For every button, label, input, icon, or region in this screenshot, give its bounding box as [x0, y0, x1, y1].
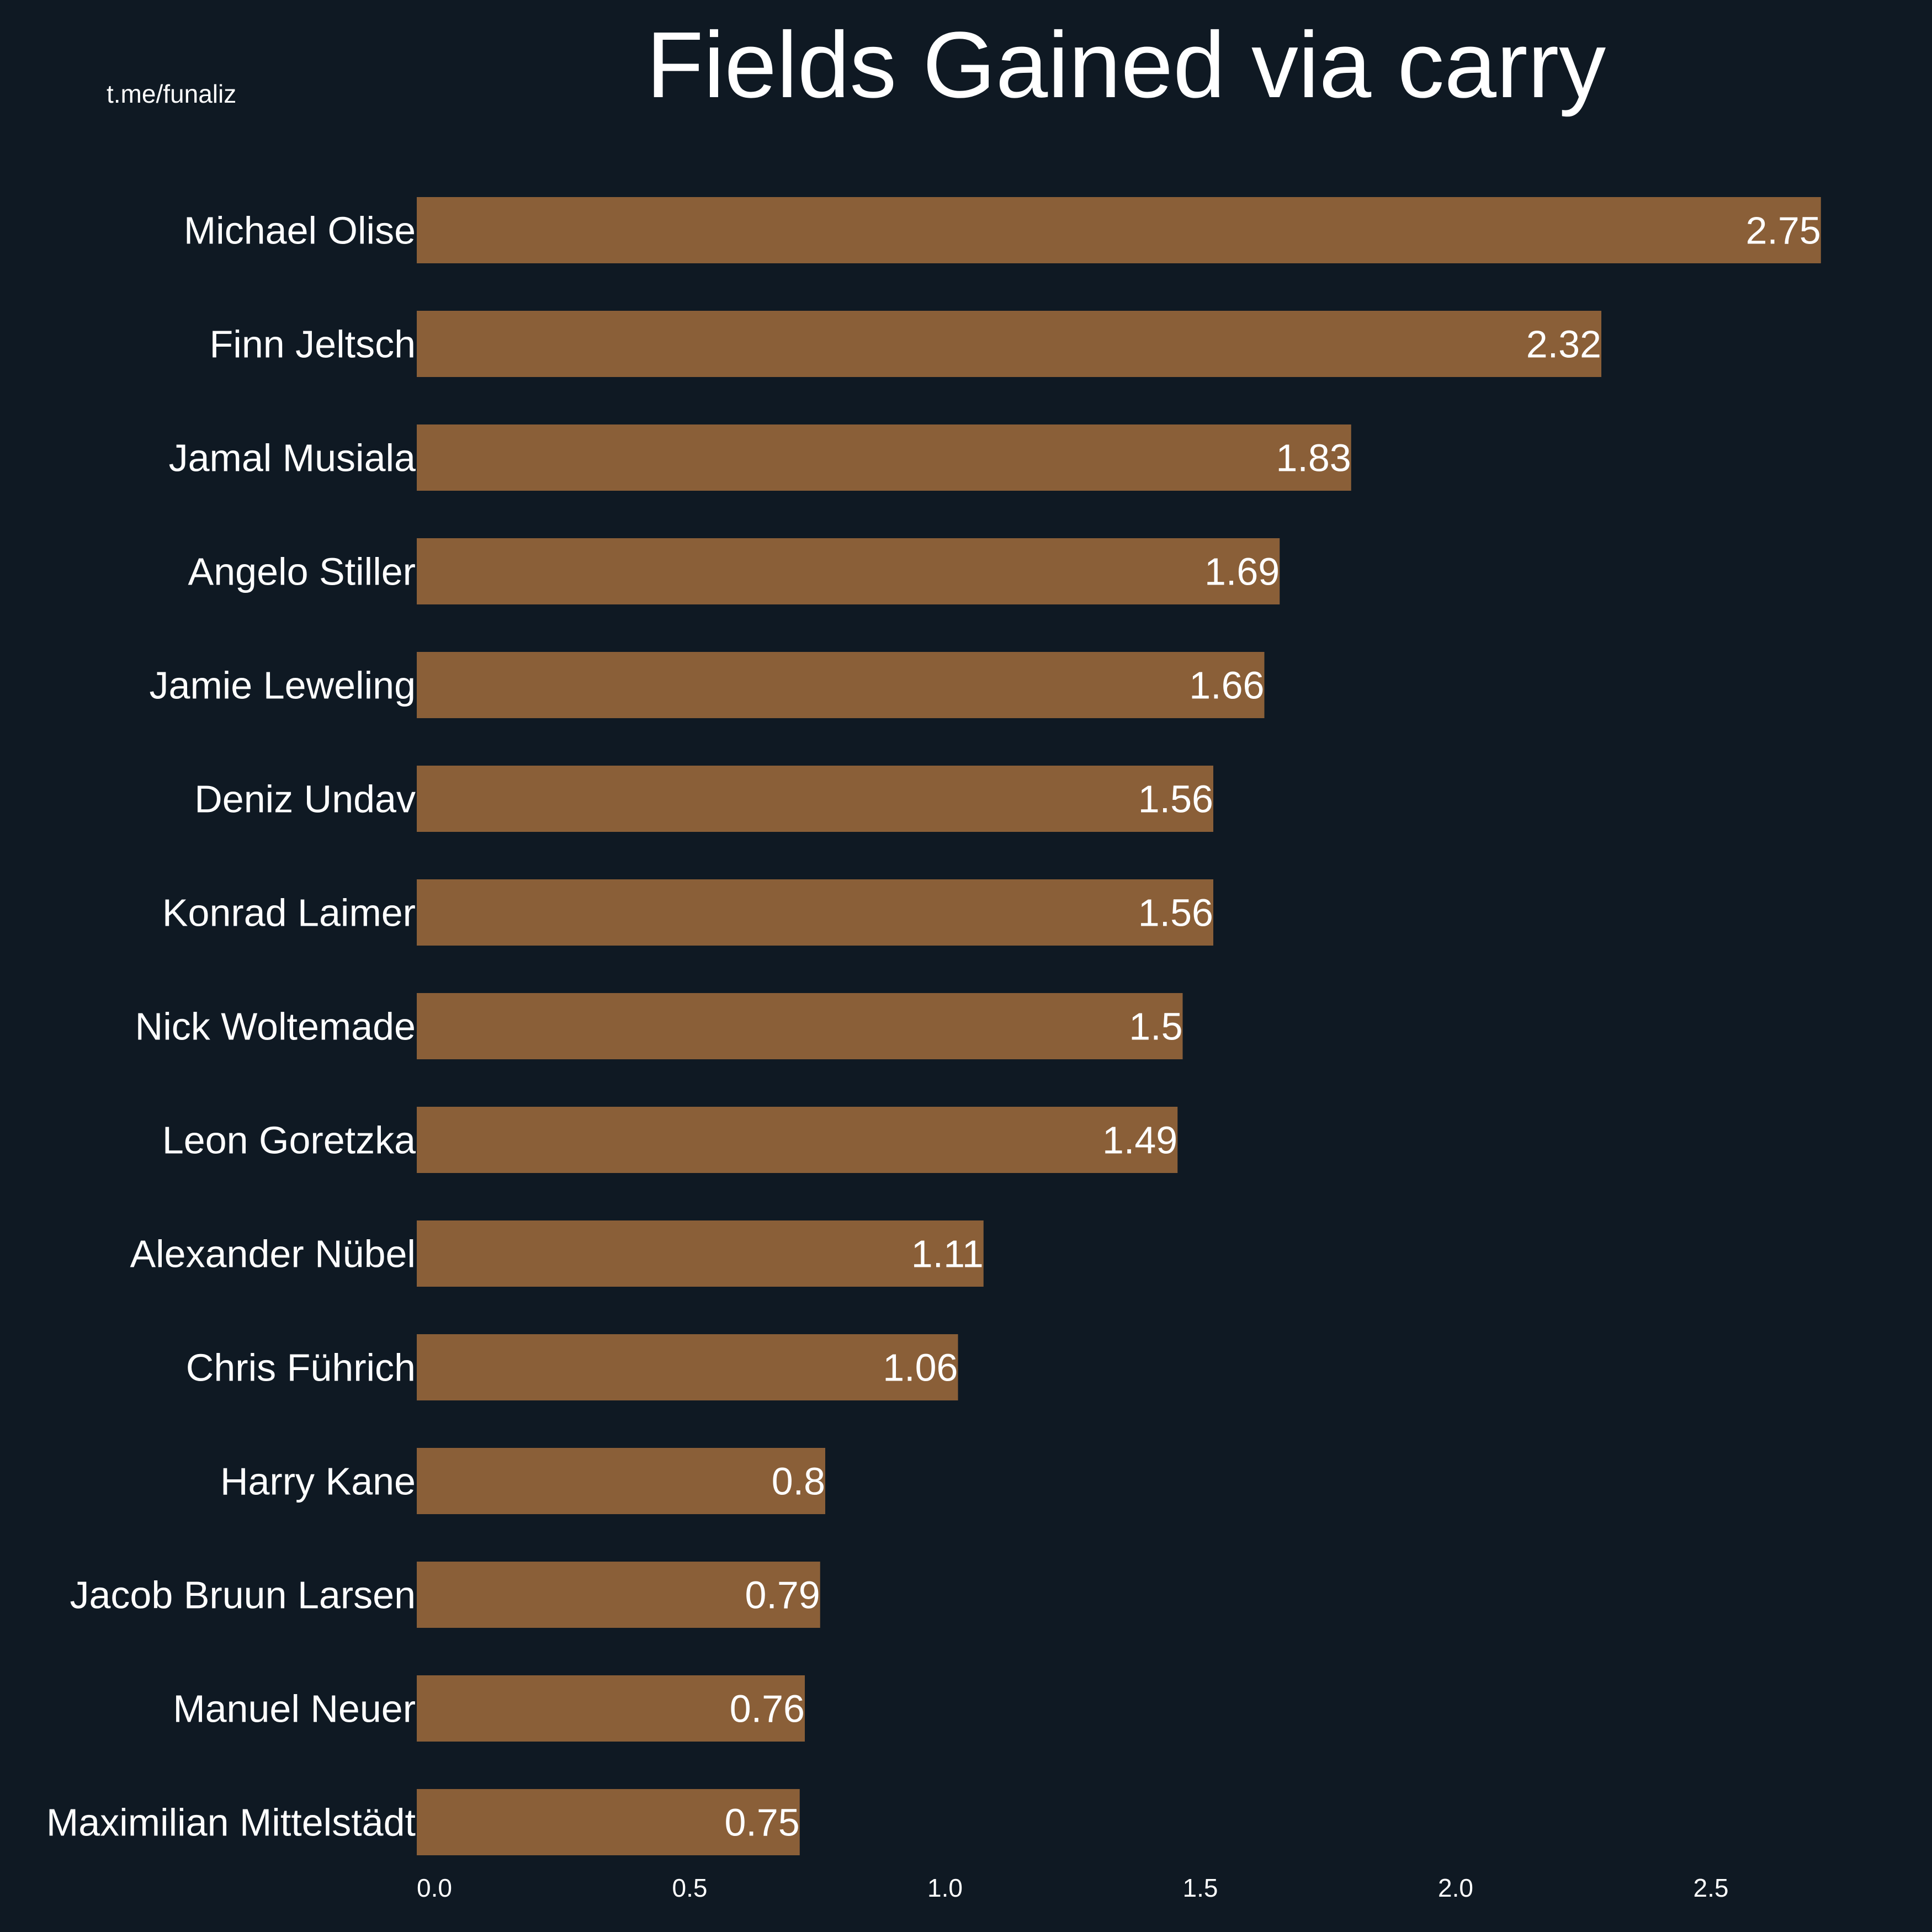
category-label-4: Jamie Leweling: [150, 664, 416, 707]
value-label-12: 0.79: [745, 1574, 820, 1617]
value-label-14: 0.75: [725, 1801, 800, 1844]
value-label-10: 1.06: [883, 1346, 958, 1389]
category-label-0: Michael Olise: [184, 209, 416, 252]
value-label-8: 1.49: [1102, 1119, 1177, 1162]
bar-4: [417, 652, 1265, 718]
bar-0: [417, 197, 1821, 263]
watermark-label: t.me/funaliz: [107, 79, 236, 108]
category-label-13: Manuel Neuer: [173, 1687, 416, 1731]
bar-5: [417, 766, 1213, 832]
category-label-1: Finn Jeltsch: [210, 323, 416, 366]
bar-3: [417, 538, 1280, 604]
category-label-6: Konrad Laimer: [162, 891, 416, 935]
x-tick-label-5: 2.5: [1694, 1873, 1729, 1902]
bar-11: [417, 1448, 825, 1514]
bar-10: [417, 1334, 958, 1400]
category-label-11: Harry Kane: [220, 1460, 416, 1503]
bar-12: [417, 1562, 820, 1628]
category-label-5: Deniz Undav: [194, 778, 416, 821]
bar-6: [417, 879, 1213, 946]
x-axis-ticks: 0.0 0.5 1.0 1.5 2.0 2.5: [417, 1873, 1728, 1902]
x-tick-label-1: 0.5: [672, 1873, 708, 1902]
category-label-2: Jamal Musiala: [169, 437, 416, 480]
bars-layer: [417, 197, 1821, 1855]
category-label-3: Angelo Stiller: [188, 550, 416, 593]
category-label-12: Jacob Bruun Larsen: [70, 1574, 416, 1617]
chart-title: Fields Gained via carry: [646, 13, 1606, 118]
value-label-5: 1.56: [1138, 778, 1213, 821]
category-labels: Michael Olise Finn Jeltsch Jamal Musiala An…: [46, 209, 416, 1844]
value-labels: 2.75 2.32 1.83 1.69 1.66 1.56 1.56 1.5 1.49 1.11 1…: [725, 209, 1821, 1844]
value-label-7: 1.5: [1129, 1005, 1182, 1048]
value-label-2: 1.83: [1276, 437, 1351, 480]
value-label-11: 0.8: [772, 1460, 825, 1503]
value-label-6: 1.56: [1138, 891, 1213, 935]
value-label-4: 1.66: [1189, 664, 1264, 707]
category-label-7: Nick Woltemade: [135, 1005, 416, 1048]
category-label-14: Maximilian Mittelstädt: [46, 1801, 416, 1844]
category-label-9: Alexander Nübel: [130, 1233, 416, 1276]
x-tick-label-3: 1.5: [1183, 1873, 1218, 1902]
x-tick-label-2: 1.0: [927, 1873, 963, 1902]
bar-8: [417, 1107, 1178, 1173]
category-label-8: Leon Goretzka: [162, 1119, 416, 1162]
value-label-13: 0.76: [730, 1687, 805, 1731]
x-tick-label-0: 0.0: [417, 1873, 452, 1902]
bar-9: [417, 1220, 984, 1287]
value-label-9: 1.11: [911, 1233, 984, 1276]
x-tick-label-4: 2.0: [1438, 1873, 1473, 1902]
category-label-10: Chris Führich: [186, 1346, 416, 1389]
value-label-1: 2.32: [1526, 323, 1601, 366]
bar-2: [417, 424, 1351, 491]
bar-1: [417, 311, 1601, 377]
bar-14: [417, 1789, 800, 1855]
bar-7: [417, 993, 1183, 1059]
value-label-0: 2.75: [1746, 209, 1821, 252]
value-label-3: 1.69: [1204, 550, 1280, 593]
bar-13: [417, 1675, 805, 1742]
